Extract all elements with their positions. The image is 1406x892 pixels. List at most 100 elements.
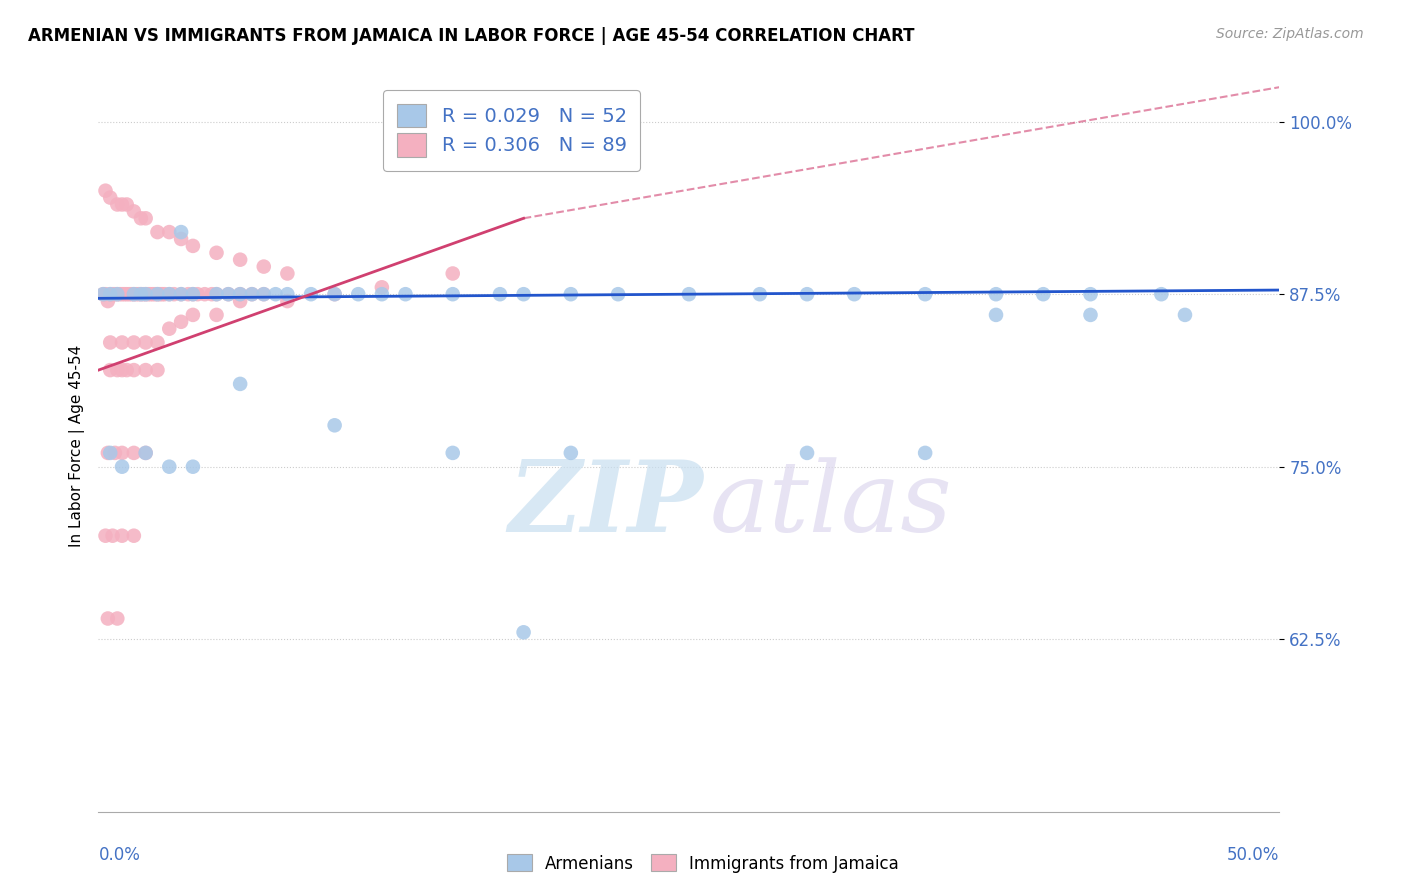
Point [181,287,204,301]
Text: atlas: atlas [709,457,952,552]
Legend: Armenians, Immigrants from Jamaica: Armenians, Immigrants from Jamaica [501,847,905,880]
Point [105,363,128,377]
Point [115,363,138,377]
Point [170,232,193,246]
Point [229,294,252,309]
Point [170,287,193,301]
Point [276,294,298,309]
Point [264,287,287,301]
Point [253,287,276,301]
Point [240,287,263,301]
Point [984,308,1007,322]
Point [276,267,298,281]
Point [441,287,464,301]
Point [135,211,157,226]
Point [157,459,180,474]
Point [187,287,209,301]
Point [146,363,169,377]
Point [98,287,121,301]
Point [143,287,166,301]
Point [1080,287,1102,301]
Point [914,287,936,301]
Point [181,459,204,474]
Point [135,446,157,460]
Point [118,287,141,301]
Point [201,287,224,301]
Point [139,287,162,301]
Text: Source: ZipAtlas.com: Source: ZipAtlas.com [1216,27,1364,41]
Point [94,287,117,301]
Point [97,446,120,460]
Point [984,287,1007,301]
Point [94,184,117,198]
Point [163,287,186,301]
Y-axis label: In Labor Force | Age 45-54: In Labor Force | Age 45-54 [69,345,84,547]
Point [105,287,128,301]
Point [229,287,252,301]
Point [796,446,818,460]
Point [323,418,346,433]
Point [111,363,134,377]
Point [229,287,252,301]
Point [157,321,180,335]
Point [105,611,128,625]
Point [560,446,582,460]
Point [129,211,152,226]
Point [1080,308,1102,322]
Point [122,287,145,301]
Point [229,376,252,391]
Point [441,267,464,281]
Point [347,287,370,301]
Point [157,287,180,301]
Point [111,197,134,211]
Point [170,315,193,329]
Point [194,287,217,301]
Text: 0.0%: 0.0% [98,847,141,864]
Point [181,287,204,301]
Point [205,287,228,301]
Point [122,363,145,377]
Point [111,459,134,474]
Point [129,287,152,301]
Point [512,625,534,640]
Point [217,287,239,301]
Point [181,308,204,322]
Point [128,287,150,301]
Point [129,287,152,301]
Point [122,335,145,350]
Point [205,287,228,301]
Point [121,287,143,301]
Point [97,294,120,309]
Point [135,287,157,301]
Point [105,287,128,301]
Point [607,287,630,301]
Point [111,287,134,301]
Point [111,529,134,543]
Point [122,287,145,301]
Point [1032,287,1054,301]
Point [217,287,239,301]
Point [157,287,180,301]
Point [146,287,169,301]
Point [146,287,169,301]
Point [115,287,138,301]
Point [441,446,464,460]
Point [150,287,173,301]
Point [153,287,176,301]
Point [796,287,818,301]
Point [1150,287,1173,301]
Point [101,529,124,543]
Point [323,287,346,301]
Point [371,287,394,301]
Point [253,260,276,274]
Point [135,335,157,350]
Legend: R = 0.029   N = 52, R = 0.306   N = 89: R = 0.029 N = 52, R = 0.306 N = 89 [384,90,640,170]
Point [135,363,157,377]
Point [122,529,145,543]
Point [181,239,204,253]
Point [122,204,145,219]
Point [170,287,193,301]
Point [98,446,121,460]
Point [98,335,121,350]
Point [142,287,165,301]
